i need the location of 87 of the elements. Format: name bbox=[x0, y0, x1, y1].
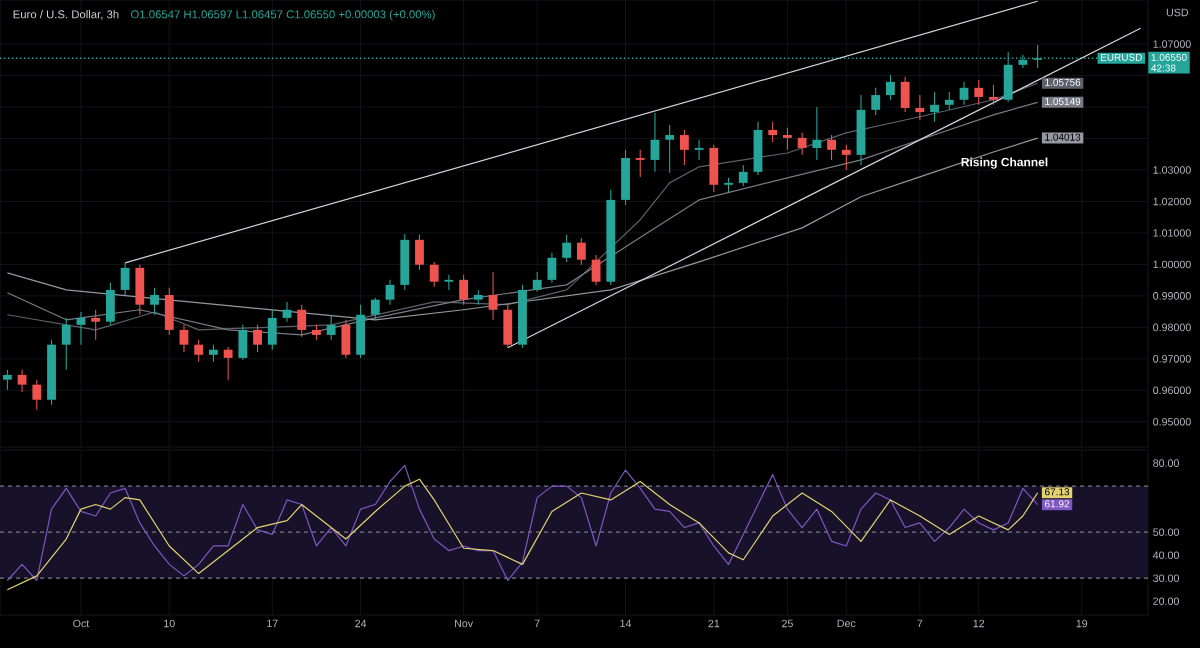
candlestick bbox=[827, 134, 836, 161]
x-tick-label: 25 bbox=[782, 619, 793, 628]
candlestick bbox=[47, 339, 56, 406]
candlestick bbox=[782, 127, 792, 151]
candlestick bbox=[429, 261, 439, 288]
candlestick bbox=[738, 164, 748, 187]
data-label: 1.04013 bbox=[1045, 133, 1081, 141]
x-tick-label: 24 bbox=[355, 619, 367, 628]
y-tick-label: 40.00 bbox=[1152, 551, 1179, 559]
candlestick bbox=[253, 324, 262, 353]
y-tick-label: 1.01000 bbox=[1153, 229, 1191, 237]
candlestick bbox=[768, 121, 778, 143]
candlestick bbox=[473, 289, 483, 306]
candlestick bbox=[312, 324, 321, 341]
x-tick-label: 10 bbox=[164, 619, 175, 628]
x-tick-label: Nov bbox=[455, 619, 474, 628]
candlestick bbox=[297, 304, 307, 338]
data-label: 1.05149 bbox=[1045, 97, 1081, 105]
x-tick-label: 17 bbox=[267, 619, 278, 628]
text: 1.06550 bbox=[1151, 53, 1187, 61]
candlestick bbox=[724, 177, 733, 193]
candlestick bbox=[209, 344, 218, 363]
candlestick bbox=[238, 324, 248, 361]
candlestick bbox=[32, 379, 42, 411]
candlestick bbox=[61, 317, 71, 371]
y-tick-label: 0.95000 bbox=[1153, 418, 1191, 426]
x-tick-label: 19 bbox=[1076, 619, 1088, 628]
candlestick bbox=[679, 129, 689, 166]
candlestick bbox=[267, 309, 277, 351]
x-tick-label: Dec bbox=[837, 619, 856, 628]
candlestick bbox=[518, 284, 527, 349]
y-tick-label: 1.03000 bbox=[1153, 166, 1191, 174]
y-tick-label: 1.02000 bbox=[1153, 197, 1191, 206]
candlestick bbox=[135, 264, 145, 316]
candlestick bbox=[164, 287, 174, 336]
candlestick bbox=[2, 369, 12, 391]
candlestick bbox=[841, 144, 851, 171]
y-tick-label: 0.99000 bbox=[1153, 292, 1191, 300]
text: Euro / U.S. Dollar, 3h bbox=[13, 10, 119, 20]
x-tick-label: 14 bbox=[620, 619, 632, 628]
candlestick bbox=[415, 234, 424, 271]
y-axis-title: USD bbox=[1166, 8, 1189, 17]
candlestick bbox=[665, 124, 675, 174]
y-tick-label: 0.96000 bbox=[1153, 386, 1191, 395]
candlestick bbox=[326, 314, 336, 341]
text: O1.06547 H1.06597 L1.06457 C1.06550 +0.00003 (+0.00%) bbox=[131, 10, 435, 21]
y-tick-label: 80.00 bbox=[1153, 459, 1179, 467]
y-tick-label: 50.00 bbox=[1153, 528, 1179, 536]
candlestick bbox=[91, 309, 101, 341]
ref-line-label: EURUSD bbox=[1100, 53, 1142, 61]
x-tick-label: 7 bbox=[917, 619, 923, 628]
candlestick bbox=[871, 87, 881, 116]
candlestick bbox=[400, 233, 410, 291]
y-tick-label: 1.00000 bbox=[1153, 260, 1191, 269]
line-series bbox=[6, 478, 1039, 591]
candlestick bbox=[621, 149, 630, 206]
candlestick bbox=[709, 144, 719, 193]
data-label: 1.05756 bbox=[1045, 78, 1081, 86]
data-label: 61.92 bbox=[1045, 500, 1070, 508]
y-tick-label: 30.00 bbox=[1153, 574, 1179, 582]
candlestick bbox=[459, 274, 469, 306]
candlestick bbox=[150, 287, 159, 316]
candlestick bbox=[576, 237, 586, 266]
x-tick-label: 21 bbox=[708, 619, 720, 628]
candlestick bbox=[503, 304, 513, 349]
candlestick bbox=[944, 91, 954, 111]
candlestick bbox=[532, 271, 542, 293]
candlestick bbox=[635, 149, 645, 178]
y-tick-label: 0.98000 bbox=[1153, 323, 1191, 332]
candlestick bbox=[370, 297, 380, 321]
y-tick-label: 0.97000 bbox=[1153, 355, 1191, 363]
text: 42:38 bbox=[1151, 64, 1176, 72]
x-tick-label: 12 bbox=[973, 619, 985, 628]
candlestick bbox=[900, 76, 910, 113]
candlestick bbox=[1003, 51, 1013, 103]
x-tick-label: 7 bbox=[534, 619, 540, 628]
y-tick-label: 20.00 bbox=[1153, 597, 1179, 605]
candlestick bbox=[105, 282, 115, 326]
y-tick-label: 1.07000 bbox=[1153, 40, 1191, 48]
candlestick bbox=[562, 234, 572, 263]
candlestick bbox=[606, 189, 616, 286]
candlestick bbox=[194, 339, 204, 363]
annotation: Rising Channel bbox=[961, 157, 1048, 169]
candlestick bbox=[356, 304, 366, 359]
x-tick-label: Oct bbox=[73, 619, 90, 628]
candlestick bbox=[989, 84, 998, 106]
data-label: 67.13 bbox=[1045, 488, 1070, 496]
